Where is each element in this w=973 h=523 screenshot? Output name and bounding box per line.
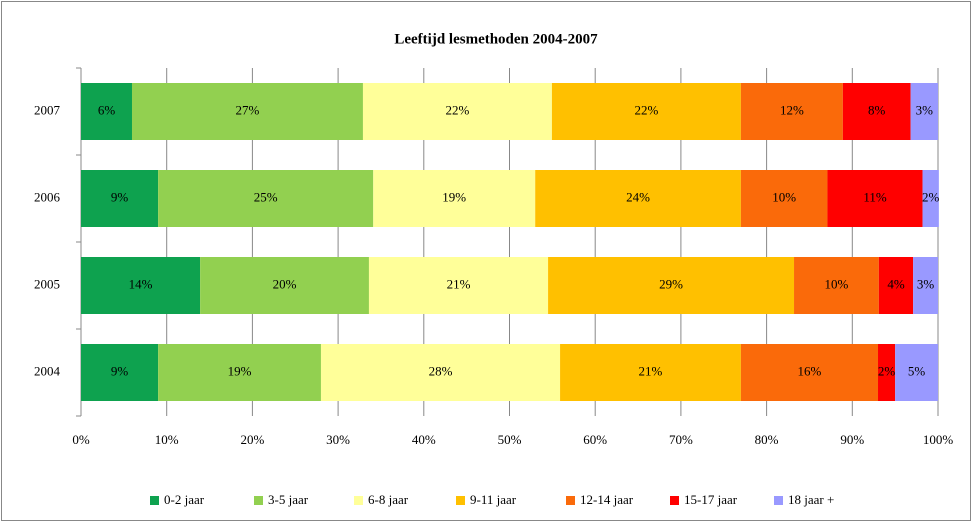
data-label: 25% [254,189,278,204]
bar-segment [913,257,938,314]
bar-segment [740,344,879,401]
legend-swatch [566,496,575,505]
data-label: 28% [429,363,453,378]
bar-segment [922,170,939,227]
data-label: 29% [659,276,683,291]
data-label: 11% [863,189,887,204]
bar-segment [131,83,363,140]
data-label: 9% [111,363,129,378]
data-label: 3% [917,276,935,291]
x-tick-label: 40% [412,432,436,447]
bar-segment [200,257,369,314]
bar-segment [560,344,741,401]
bar-segment [740,83,843,140]
legend-label: 6-8 jaar [368,492,409,507]
bar-segment [158,344,321,401]
data-label: 3% [916,102,934,117]
bar-segment [910,83,938,140]
legend-label: 18 jaar + [788,492,834,507]
bar-segment [320,344,561,401]
x-tick-label: 100% [923,432,954,447]
data-label: 10% [825,276,849,291]
data-label: 27% [236,102,260,117]
legend-label: 15-17 jaar [684,492,738,507]
legend-swatch [456,496,465,505]
bar-segment [827,170,923,227]
y-tick-label: 2005 [34,276,60,291]
x-tick-label: 10% [155,432,179,447]
x-tick-label: 80% [755,432,779,447]
x-tick-label: 90% [840,432,864,447]
data-label: 12% [780,102,804,117]
y-tick-label: 2004 [34,363,61,378]
bar-segment [362,83,552,140]
bar-segment [81,83,132,140]
data-label: 9% [111,189,129,204]
legend-label: 3-5 jaar [268,492,309,507]
x-tick-label: 50% [498,432,522,447]
data-label: 21% [447,276,471,291]
legend-label: 12-14 jaar [580,492,634,507]
legend-swatch [254,496,263,505]
data-label: 19% [228,363,252,378]
data-label: 2% [878,363,896,378]
x-tick-label: 70% [669,432,693,447]
x-tick-label: 0% [72,432,90,447]
data-label: 24% [626,189,650,204]
data-label: 8% [868,102,886,117]
bar-segment [548,257,795,314]
data-label: 21% [639,363,663,378]
data-label: 22% [634,102,658,117]
x-tick-label: 30% [326,432,350,447]
chart-title: Leeftijd lesmethoden 2004-2007 [394,31,598,47]
data-label: 20% [273,276,297,291]
data-label: 6% [98,102,116,117]
data-label: 2% [922,189,940,204]
data-label: 19% [442,189,466,204]
bar-segment [878,344,896,401]
x-tick-label: 60% [583,432,607,447]
bar-segment [368,257,549,314]
y-tick-label: 2006 [34,189,61,204]
y-tick-label: 2007 [34,102,61,117]
legend-swatch [354,496,363,505]
bar-segment [158,170,374,227]
data-label: 14% [129,276,153,291]
legend-swatch [150,496,159,505]
bar-segment [740,170,828,227]
bar-segment [81,170,159,227]
data-label: 5% [908,363,926,378]
bar-segment [81,344,159,401]
data-label: 22% [446,102,470,117]
bar-segment [551,83,741,140]
data-label: 10% [772,189,796,204]
data-label: 16% [798,363,822,378]
bar-segment [842,83,911,140]
bar-segment [535,170,741,227]
bar-segment [373,170,536,227]
x-tick-label: 20% [240,432,264,447]
data-label: 4% [887,276,905,291]
bar-segment [895,344,938,401]
legend-swatch [774,496,783,505]
bar-segment [81,257,201,314]
legend-swatch [670,496,679,505]
legend-label: 0-2 jaar [164,492,205,507]
bar-segment [794,257,879,314]
legend-label: 9-11 jaar [470,492,517,507]
bar-segment [878,257,914,314]
